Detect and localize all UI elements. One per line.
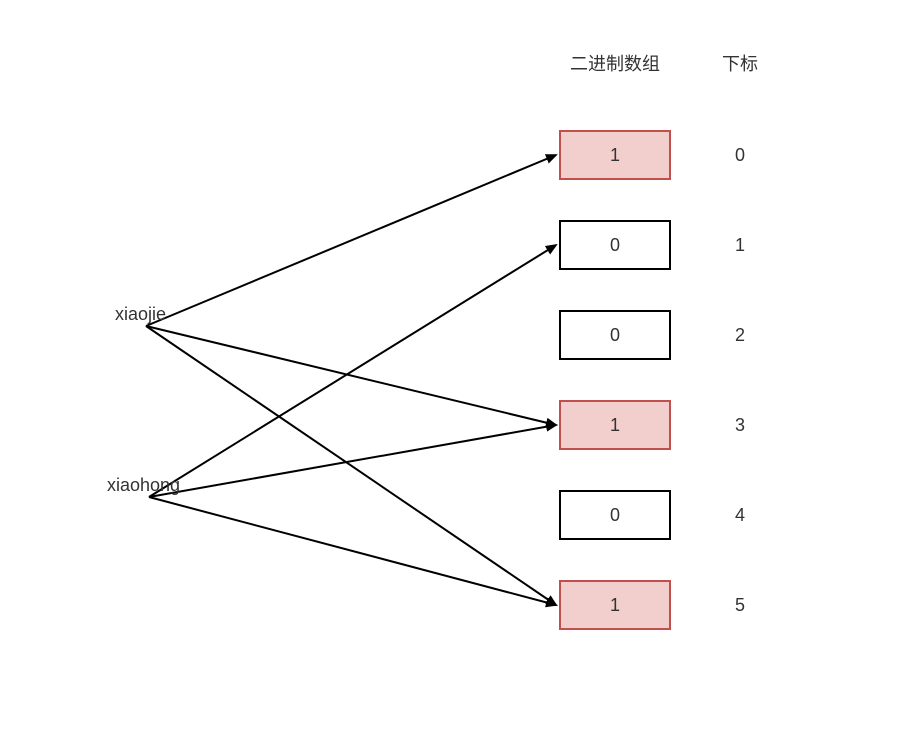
index-label-3: 3	[735, 415, 745, 435]
array-cell-value-4: 0	[610, 505, 620, 525]
index-label-2: 2	[735, 325, 745, 345]
index-header-label: 下标	[722, 54, 758, 74]
source-label-1: xiaohong	[107, 475, 180, 495]
edges-group	[146, 155, 556, 605]
edge-0-to-0	[146, 155, 556, 326]
array-cell-value-5: 1	[610, 595, 620, 615]
array-cell-value-0: 1	[610, 145, 620, 165]
array-cell-value-1: 0	[610, 235, 620, 255]
edge-0-to-3	[146, 326, 556, 425]
edge-1-to-1	[149, 245, 556, 497]
bitmap-diagram: 二进制数组 下标 1 0 0 1 0 2 1 3 0 4 1 5 xiaojie xiaohong	[0, 0, 924, 744]
index-label-1: 1	[735, 235, 745, 255]
array-cell-value-2: 0	[610, 325, 620, 345]
index-label-5: 5	[735, 595, 745, 615]
source-label-0: xiaojie	[115, 304, 166, 324]
index-label-0: 0	[735, 145, 745, 165]
array-header-label: 二进制数组	[570, 54, 660, 74]
edge-1-to-3	[149, 425, 556, 497]
array-cell-value-3: 1	[610, 415, 620, 435]
edge-1-to-5	[149, 497, 556, 605]
cells-group: 1 0 0 1 0 2 1 3 0 4 1 5	[560, 131, 745, 629]
index-label-4: 4	[735, 505, 745, 525]
edge-0-to-5	[146, 326, 556, 605]
